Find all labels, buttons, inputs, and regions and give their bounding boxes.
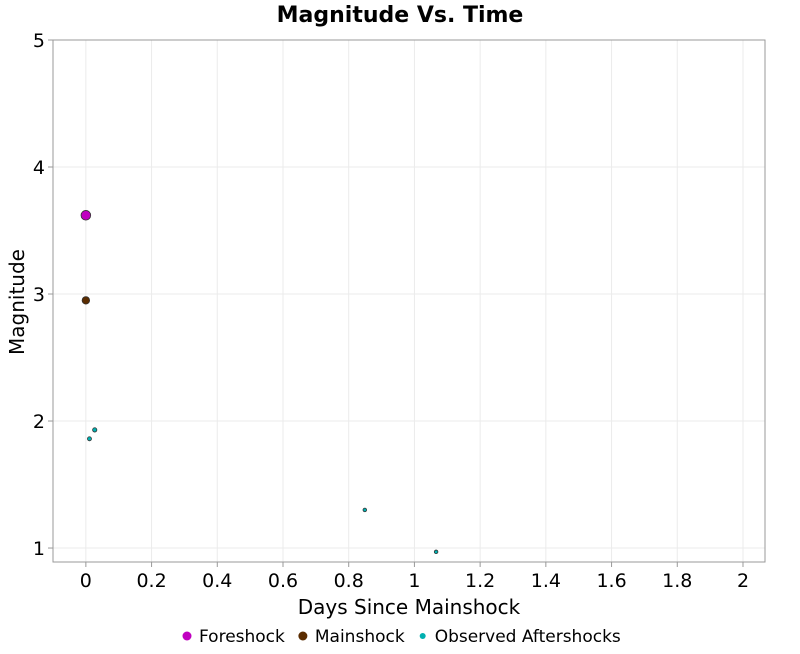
legend-label: Observed Aftershocks (435, 627, 621, 647)
x-tick-label: 1.8 (662, 570, 692, 592)
legend-marker (298, 631, 308, 641)
legend-label: Foreshock (199, 627, 285, 647)
x-axis-label: Days Since Mainshock (298, 595, 521, 619)
x-tick-label: 0 (80, 570, 92, 592)
x-tick-label: 1.2 (465, 570, 495, 592)
y-tick-label: 4 (33, 157, 45, 179)
chart-title: Magnitude Vs. Time (277, 3, 524, 28)
y-tick-label: 2 (33, 411, 45, 433)
legend: Foreshock Mainshock Observed Aftershocks (182, 627, 621, 647)
x-tick-label: 1 (408, 570, 420, 592)
data-point-observed-aftershocks (362, 507, 368, 513)
y-tick-label: 3 (33, 284, 45, 306)
data-point-observed-aftershocks (87, 436, 92, 442)
x-tick-label: 2 (737, 570, 749, 592)
y-tick-label: 1 (33, 538, 45, 560)
legend-marker (182, 631, 192, 641)
x-tick-label: 0.6 (268, 570, 298, 592)
x-tick-label: 0.8 (334, 570, 364, 592)
legend-marker (419, 633, 426, 639)
x-tick-label: 1.6 (596, 570, 626, 592)
x-tick-label: 0.2 (136, 570, 166, 592)
data-point-observed-aftershocks (92, 427, 98, 433)
data-point-foreshock (80, 210, 92, 221)
x-tick-label: 0.4 (202, 570, 232, 592)
y-axis-label: Magnitude (5, 249, 29, 355)
plot-area (52, 39, 766, 563)
data-point-mainshock (81, 296, 91, 305)
legend-label: Mainshock (315, 627, 405, 647)
x-tick-label: 1.4 (531, 570, 561, 592)
y-tick-label: 5 (33, 30, 45, 52)
data-point-observed-aftershocks (433, 549, 439, 555)
